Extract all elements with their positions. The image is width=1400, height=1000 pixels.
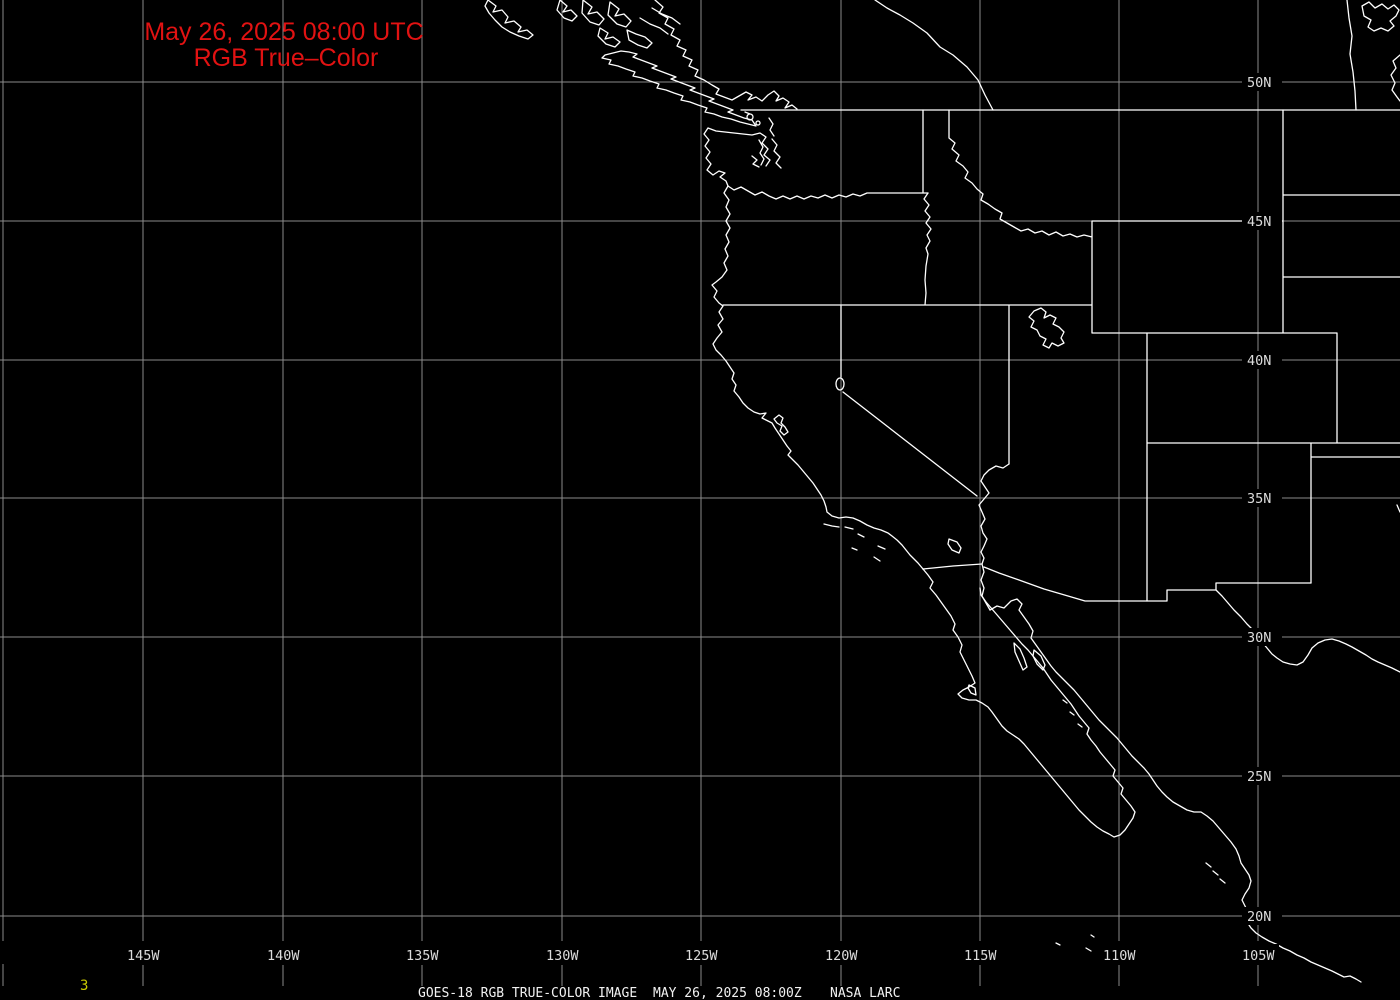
label-mask	[1242, 628, 1282, 646]
longitude-label: 120W	[825, 948, 858, 964]
lake-great-salt	[1028, 307, 1065, 349]
label-mask	[820, 944, 862, 965]
isla-cedros	[967, 684, 977, 696]
frame-number: 3	[80, 978, 88, 994]
product-title: May 26, 2025 08:00 UTC RGB True–Color	[144, 18, 423, 72]
san-juan-island	[755, 120, 761, 126]
label-mask	[1242, 767, 1282, 785]
latitude-label: 50N	[1247, 75, 1271, 91]
border-ca-nv-diagonal	[840, 305, 978, 497]
border-bc-alberta	[874, 0, 994, 111]
border-us-mexico	[922, 563, 1312, 602]
coastline-washington-pacific	[703, 127, 729, 187]
colorado-river	[978, 463, 1010, 611]
state-borders	[722, 109, 1400, 602]
longitude-label: 115W	[964, 948, 997, 964]
graticule-labels: 50N 45N 40N 35N 30N 25N 20N 145W 140W 13…	[122, 73, 1282, 965]
border-columbia-river	[727, 185, 929, 200]
longitude-label: 140W	[267, 948, 300, 964]
label-mask	[959, 944, 1001, 965]
caption-bar: 3 GOES-18 RGB TRUE-COLOR IMAGE MAY 26, 2…	[80, 978, 900, 1000]
lake-salton-sea	[947, 538, 962, 554]
longitude-label: 110W	[1103, 948, 1136, 964]
channel-islands	[823, 523, 886, 562]
border-sk-mb	[1346, 0, 1357, 111]
label-mask	[1242, 212, 1282, 230]
label-mask	[1237, 944, 1279, 965]
latitude-label: 25N	[1247, 769, 1271, 785]
label-mask	[680, 944, 722, 965]
label-mask	[1242, 907, 1282, 925]
caption-mission: GOES-18 RGB TRUE-COLOR IMAGE	[418, 986, 637, 1000]
san-francisco-bay	[773, 414, 789, 436]
san-juan-island	[746, 113, 754, 121]
latitude-label: 35N	[1247, 491, 1271, 507]
gulf-midriff-islands	[1013, 642, 1083, 728]
label-mask	[1098, 944, 1140, 965]
rio-grande	[1215, 589, 1400, 673]
label-mask	[541, 944, 583, 965]
islas-marias	[1205, 862, 1226, 884]
lake-tahoe	[835, 377, 845, 391]
lake-canada-corner	[1361, 1, 1400, 102]
latitude-label: 45N	[1247, 214, 1271, 230]
longitude-label: 130W	[546, 948, 579, 964]
map-linework	[484, 0, 1400, 983]
coastline-bc-archipelago	[556, 0, 681, 49]
coastline-haida-gwaii	[484, 0, 534, 40]
label-mask	[1242, 489, 1282, 507]
caption-credit: NASA LARC	[830, 986, 900, 1000]
label-mask	[1242, 351, 1282, 369]
latitude-label: 40N	[1247, 353, 1271, 369]
title-product: RGB True–Color	[194, 44, 379, 72]
label-mask	[401, 944, 443, 965]
coastline-puget-sound	[707, 111, 782, 169]
label-mask	[122, 944, 164, 965]
latitude-gridlines	[0, 81, 1400, 917]
caption-timestamp: MAY 26, 2025 08:00Z	[653, 986, 802, 1000]
longitude-label: 135W	[406, 948, 439, 964]
latitude-label: 30N	[1247, 630, 1271, 646]
coastline-mainland-mexico	[989, 598, 1362, 983]
label-mask	[262, 944, 304, 965]
longitude-label: 125W	[685, 948, 718, 964]
longitude-label: 145W	[127, 948, 160, 964]
latitude-label: 20N	[1247, 909, 1271, 925]
longitude-label: 105W	[1242, 948, 1275, 964]
coastline-west-coast	[711, 185, 924, 570]
longitude-gridlines	[2, 0, 1259, 986]
coastline-vancouver-island	[601, 50, 757, 127]
coastline-bc-mainland	[654, 0, 798, 110]
label-mask	[1242, 73, 1282, 91]
title-timestamp: May 26, 2025 08:00 UTC	[144, 18, 423, 46]
revillagigedo-islands	[1055, 934, 1095, 952]
coastline-baja-california	[922, 568, 1136, 838]
